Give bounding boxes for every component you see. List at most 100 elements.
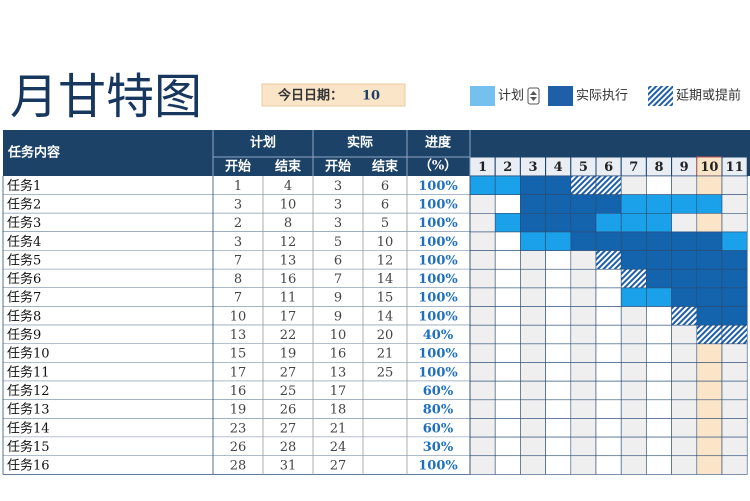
cell-number: 6	[381, 179, 389, 194]
gantt-cell	[545, 250, 572, 270]
cell-number: 17	[330, 384, 347, 399]
gantt-cell	[520, 343, 546, 363]
gantt-cell	[570, 250, 597, 270]
gantt-cell	[620, 306, 647, 326]
gantt-cell	[595, 287, 622, 307]
cell-number: 11	[280, 291, 297, 306]
gantt-cell	[494, 455, 521, 475]
gantt-cell	[469, 306, 496, 326]
gantt-cell	[570, 175, 597, 195]
gantt-cell	[469, 380, 496, 401]
gantt-cell	[570, 213, 597, 233]
day-number: 3	[528, 160, 537, 175]
gantt-cell	[520, 250, 546, 270]
gantt-cell	[595, 306, 622, 326]
cell-number: 8	[234, 272, 242, 287]
gantt-cell	[545, 436, 572, 457]
cell-number: 14	[377, 309, 394, 324]
gantt-cell	[494, 213, 521, 233]
gantt-cell	[721, 268, 748, 289]
gantt-cell	[545, 268, 572, 289]
spin-button[interactable]	[527, 87, 540, 105]
today-box	[261, 83, 406, 107]
gantt-cell	[620, 418, 647, 438]
gantt-cell	[469, 268, 496, 289]
progress: 60%	[423, 384, 454, 399]
progress: 100%	[418, 309, 458, 324]
row-bg	[3, 455, 470, 475]
cell-number: 16	[330, 347, 347, 362]
cell-number: 7	[234, 291, 242, 306]
task-name: 任务8	[7, 308, 41, 324]
cell-number: 26	[230, 440, 247, 455]
cell-number: 12	[377, 253, 394, 268]
gantt-cell	[620, 455, 647, 475]
gantt-cell	[646, 175, 672, 195]
gantt-cell	[721, 213, 748, 233]
row-bg	[3, 250, 470, 270]
gantt-cell	[520, 380, 546, 401]
gantt-cell	[671, 213, 698, 233]
row-bg	[3, 231, 470, 251]
day-number: 1	[478, 160, 487, 175]
gantt-cell	[595, 231, 622, 251]
gantt-cell	[696, 250, 723, 270]
gantt-cell	[620, 175, 647, 195]
gantt-cell	[595, 194, 622, 214]
gantt-cell	[595, 380, 622, 401]
gantt-cell	[520, 175, 546, 195]
gantt-cell	[520, 418, 546, 438]
gantt-cell	[545, 362, 572, 382]
legend-swatch-delay	[648, 86, 673, 106]
gantt-cell	[671, 306, 698, 326]
cell-number: 1	[234, 179, 242, 194]
gantt-cell	[721, 324, 748, 345]
cell-number: 6	[381, 197, 389, 212]
cell-number: 27	[330, 459, 347, 474]
cell-number: 2	[234, 216, 242, 231]
cell-number: 18	[330, 403, 347, 418]
gantt-cell	[620, 268, 647, 289]
gantt-cell	[494, 194, 521, 214]
gantt-cell	[721, 306, 748, 326]
progress: 100%	[418, 197, 458, 212]
progress: 100%	[418, 272, 458, 287]
gantt-cell	[646, 362, 672, 382]
gantt-cell	[469, 213, 496, 233]
task-name: 任务3	[7, 215, 41, 231]
gantt-cell	[494, 268, 521, 289]
gantt-cell	[696, 455, 723, 475]
task-name: 任务10	[7, 346, 50, 362]
day-number: 6	[604, 160, 613, 175]
cell-number: 8	[284, 216, 292, 231]
gantt-cell	[545, 213, 572, 233]
day-number: 2	[503, 160, 512, 175]
cell-number: 19	[280, 347, 297, 362]
row-bg	[3, 399, 470, 419]
gantt-cell	[520, 268, 546, 289]
gantt-cell	[494, 324, 521, 345]
cell-number: 16	[280, 272, 297, 287]
gantt-cell	[646, 287, 672, 307]
legend-swatch-plan	[470, 86, 495, 106]
gantt-cell	[469, 231, 496, 251]
cell-number: 9	[334, 291, 342, 306]
progress: 60%	[423, 421, 454, 436]
gantt-cell	[469, 250, 496, 270]
cell-number: 28	[280, 440, 297, 455]
gantt-cell	[671, 231, 698, 251]
gantt-cell	[671, 194, 698, 214]
gantt-cell	[520, 436, 546, 457]
gantt-cell	[494, 380, 521, 401]
gantt-cell	[646, 213, 672, 233]
gantt-cell	[545, 343, 572, 363]
cell-number: 10	[377, 235, 394, 250]
gantt-cell	[696, 306, 723, 326]
header-end: 结束	[275, 159, 302, 175]
gantt-cell	[570, 380, 597, 401]
progress: 100%	[418, 291, 458, 306]
task-name: 任务16	[7, 458, 50, 474]
task-name: 任务13	[7, 402, 50, 418]
header-start: 开始	[325, 159, 351, 175]
